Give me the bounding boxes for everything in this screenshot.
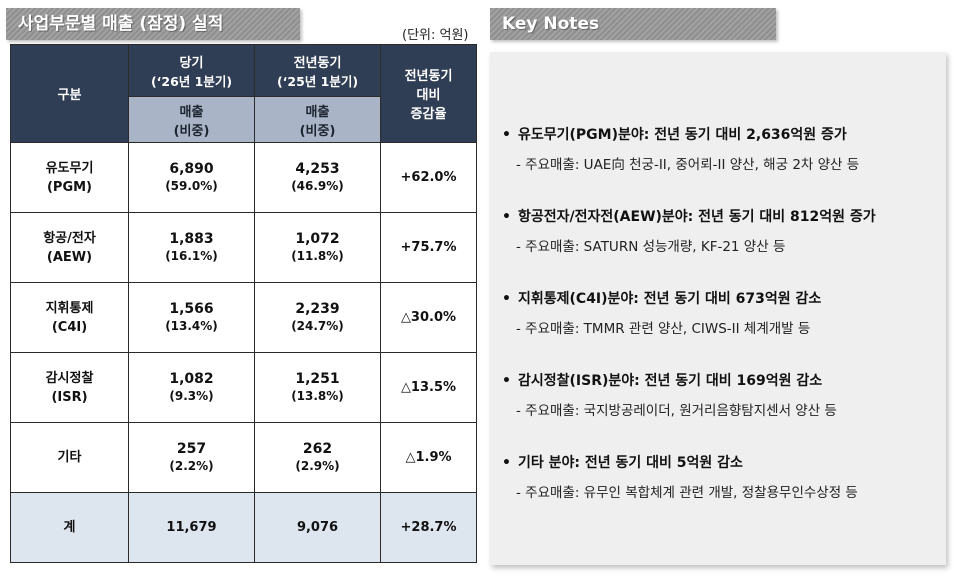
note-detail: - 주요매출: SATURN 성능개량, KF-21 양산 등 <box>516 239 786 255</box>
key-notes-title: Key Notes <box>502 14 600 34</box>
row-prior-sales: 262 (2.9%) <box>254 422 381 493</box>
note-item: • 기타 분야: 전년 동기 대비 5억원 감소 - 주요매출: 유무인 복합체계… <box>502 452 942 501</box>
note-title: 감시정찰(ISR)분야: 전년 동기 대비 169억원 감소 <box>518 373 823 389</box>
row-change: △13.5% <box>380 352 477 423</box>
header-prior-period: 전년동기 (‘25년 1분기) <box>254 44 381 97</box>
row-current-sales: 1,082 (9.3%) <box>128 352 255 423</box>
table-row: 지휘통제 (C4I) 1,566 (13.4%) 2,239 (24.7%) △30.… <box>10 282 477 353</box>
unit-label: (단위: 억원) <box>402 28 469 43</box>
header-current-period: 당기 (‘26년 1분기) <box>128 44 255 97</box>
bullet-icon: • <box>502 209 511 225</box>
total-current-sales: 11,679 <box>128 492 255 563</box>
row-change: △30.0% <box>380 282 477 353</box>
header-category: 구분 <box>10 44 129 143</box>
table-row: 유도무기 (PGM) 6,890 (59.0%) 4,253 (46.9%) +62.… <box>10 142 477 213</box>
row-prior-sales: 1,072 (11.8%) <box>254 212 381 283</box>
table-row: 항공/전자 (AEW) 1,883 (16.1%) 1,072 (11.8%) +75… <box>10 212 477 283</box>
note-title: 지휘통제(C4I)분야: 전년 동기 대비 673억원 감소 <box>518 291 822 307</box>
row-change: +62.0% <box>380 142 477 213</box>
total-label: 계 <box>10 492 129 563</box>
subheader-current-sales: 매출 (비중) <box>128 96 255 143</box>
row-current-sales: 1,566 (13.4%) <box>128 282 255 353</box>
note-item: • 감시정찰(ISR)분야: 전년 동기 대비 169억원 감소 - 주요매출: … <box>502 370 942 419</box>
table-row: 기타 257 (2.2%) 262 (2.9%) △1.9% <box>10 422 477 493</box>
row-prior-sales: 2,239 (24.7%) <box>254 282 381 353</box>
row-change: +75.7% <box>380 212 477 283</box>
header-change-rate: 전년동기 대비 증감율 <box>380 44 477 143</box>
sales-section-title: 사업부문별 매출 (잠정) 실적 <box>18 14 224 34</box>
row-current-sales: 1,883 (16.1%) <box>128 212 255 283</box>
note-item: • 항공전자/전자전(AEW)분야: 전년 동기 대비 812억원 증가 - 주요… <box>502 206 942 255</box>
table-row: 감시정찰 (ISR) 1,082 (9.3%) 1,251 (13.8%) △13.5… <box>10 352 477 423</box>
sales-table: 구분 당기 (‘26년 1분기) 전년동기 (‘25년 1분기) 전년동기 대비… <box>10 44 477 563</box>
note-detail: - 주요매출: UAE向 천궁-II, 중어뢰-II 양산, 해궁 2차 양산 … <box>516 157 860 173</box>
key-notes-title-banner: Key Notes <box>490 8 776 40</box>
row-current-sales: 257 (2.2%) <box>128 422 255 493</box>
bullet-icon: • <box>502 455 511 471</box>
note-detail: - 주요매출: 유무인 복합체계 관련 개발, 정찰용무인수상정 등 <box>516 485 858 501</box>
row-category: 기타 <box>10 422 129 493</box>
subheader-prior-sales: 매출 (비중) <box>254 96 381 143</box>
note-detail: - 주요매출: 국지방공레이더, 원거리음향탐지센서 양산 등 <box>516 403 837 419</box>
row-prior-sales: 4,253 (46.9%) <box>254 142 381 213</box>
sales-section-title-banner: 사업부문별 매출 (잠정) 실적 <box>6 8 300 40</box>
note-title: 유도무기(PGM)분야: 전년 동기 대비 2,636억원 증가 <box>518 127 847 143</box>
bullet-icon: • <box>502 373 511 389</box>
note-title: 항공전자/전자전(AEW)분야: 전년 동기 대비 812억원 증가 <box>518 209 876 225</box>
note-item: • 지휘통제(C4I)분야: 전년 동기 대비 673억원 감소 - 주요매출: … <box>502 288 942 337</box>
row-category: 감시정찰 (ISR) <box>10 352 129 423</box>
note-detail: - 주요매출: TMMR 관련 양산, CIWS-II 체계개발 등 <box>516 321 811 337</box>
bullet-icon: • <box>502 291 511 307</box>
row-current-sales: 6,890 (59.0%) <box>128 142 255 213</box>
note-item: • 유도무기(PGM)분야: 전년 동기 대비 2,636억원 증가 - 주요매출… <box>502 124 942 173</box>
row-category: 지휘통제 (C4I) <box>10 282 129 353</box>
note-title: 기타 분야: 전년 동기 대비 5억원 감소 <box>518 455 743 471</box>
total-row: 계 11,679 9,076 +28.7% <box>10 492 477 563</box>
total-prior-sales: 9,076 <box>254 492 381 563</box>
row-prior-sales: 1,251 (13.8%) <box>254 352 381 423</box>
total-change: +28.7% <box>380 492 477 563</box>
row-change: △1.9% <box>380 422 477 493</box>
row-category: 항공/전자 (AEW) <box>10 212 129 283</box>
row-category: 유도무기 (PGM) <box>10 142 129 213</box>
key-notes-panel: • 유도무기(PGM)분야: 전년 동기 대비 2,636억원 증가 - 주요매출… <box>490 52 946 565</box>
bullet-icon: • <box>502 127 511 143</box>
